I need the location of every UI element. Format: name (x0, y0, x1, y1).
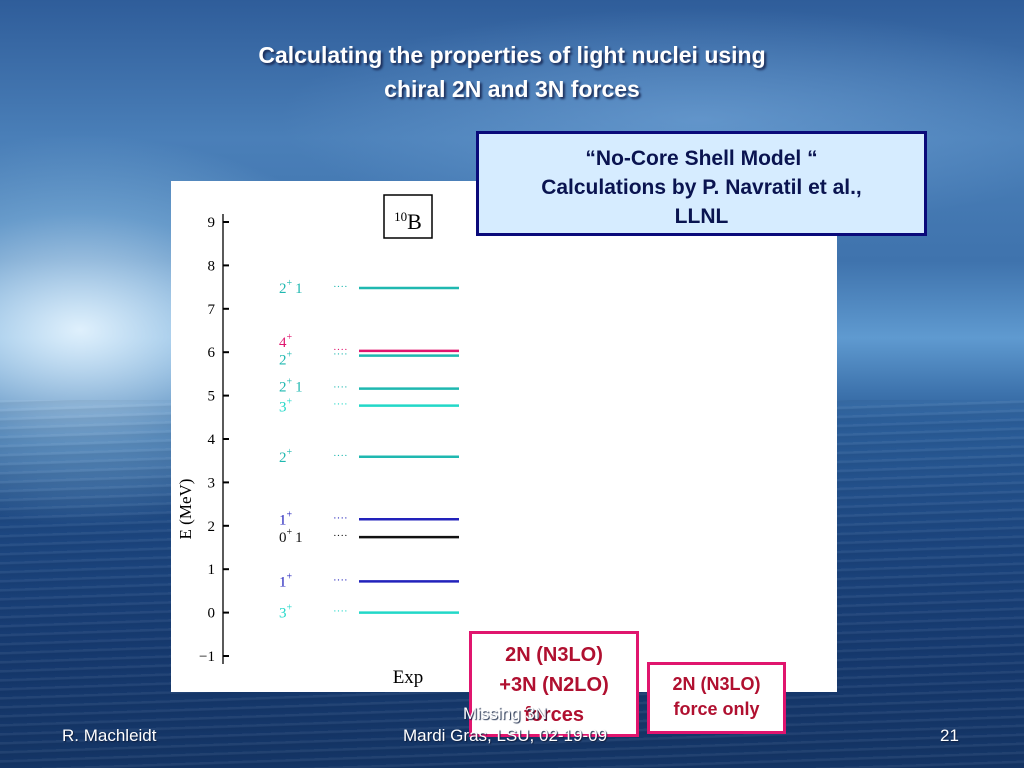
level-parity: + (287, 278, 293, 289)
level-spin: 1 (279, 512, 287, 528)
y-axis-label: E (MeV) (176, 479, 195, 540)
slide-number: 21 (940, 726, 959, 745)
box-2n-force-only: 2N (N3LO) force only (647, 662, 786, 734)
level-label: 4+ (279, 332, 293, 351)
level-spin: 4 (279, 335, 287, 351)
level-parity: + (287, 571, 293, 582)
level-dots: ···· (333, 530, 348, 542)
level-dots: ···· (333, 349, 348, 361)
level-dots: ···· (333, 382, 348, 394)
level-isospin: 1 (295, 380, 303, 396)
callout-line-3: LLNL (674, 205, 729, 228)
footer-event: Missing 3N Mardi Gras, LSU, 02-19-09 (360, 703, 650, 747)
y-tick-label: 8 (208, 258, 216, 274)
level-label: 2+ (279, 350, 293, 369)
level-spin: 1 (279, 574, 287, 590)
level-scheme-panel: 10B −1 0 1 2 3 4 5 6 7 8 9 ···· 3+ ···· 1+ ···· 0+ 1 ····… (171, 181, 837, 692)
level-dots: ···· (333, 399, 348, 411)
level-label: 3+ (279, 603, 293, 622)
callout-line-2: Calculations by P. Navratil et al., (541, 176, 862, 199)
level-dots: ···· (333, 512, 348, 524)
level-dots: ···· (333, 574, 348, 586)
y-tick-label: 4 (208, 432, 216, 448)
y-tick-label: −1 (199, 649, 215, 665)
level-parity: + (287, 332, 293, 343)
nucleus-label-box (383, 194, 433, 239)
y-tick-label: 6 (208, 345, 216, 361)
level-dots: ···· (333, 344, 348, 356)
y-tick-label: 9 (208, 215, 216, 231)
level-parity: + (287, 377, 293, 388)
level-spin: 3 (279, 606, 287, 622)
nucleus-label: 10B (394, 209, 422, 234)
level-spin: 2 (279, 281, 287, 297)
footer-author: R. Machleidt (62, 726, 157, 745)
level-parity: + (287, 350, 293, 361)
level-dots: ···· (333, 450, 348, 462)
level-spin: 0 (279, 530, 287, 546)
level-isospin: 1 (295, 281, 303, 297)
slide-title: Calculating the properties of light nucl… (100, 38, 924, 106)
box2-line-2: force only (673, 699, 760, 719)
footer-mid-line-2: Mardi Gras, LSU, 02-19-09 (402, 726, 608, 745)
level-label: 2+ (279, 447, 293, 466)
title-line-1: Calculating the properties of light nucl… (258, 42, 766, 68)
level-spin: 2 (279, 353, 287, 369)
y-tick-label: 3 (208, 475, 216, 491)
level-parity: + (287, 509, 293, 520)
box1-line-3: forces (523, 704, 585, 726)
level-label: 2+ 1 (279, 377, 303, 396)
box-2n-3n-forces: 2N (N3LO) +3N (N2LO) forces (469, 631, 639, 737)
y-tick-label: 7 (208, 302, 216, 318)
level-dots: ···· (333, 281, 348, 293)
level-label: 1+ (279, 571, 293, 590)
box2-line-1: 2N (N3LO) (672, 674, 761, 694)
box1-line-2: +3N (N2LO) (499, 674, 609, 696)
nucleus-mass-number: 10 (394, 209, 407, 224)
level-label: 1+ (279, 509, 293, 528)
level-isospin: 1 (295, 530, 303, 546)
y-tick-label: 5 (208, 389, 216, 405)
box1-line-1: 2N (N3LO) (505, 644, 603, 666)
level-dots: ···· (333, 606, 348, 618)
level-parity: + (287, 603, 293, 614)
level-spin: 3 (279, 400, 287, 416)
nucleus-symbol: B (407, 209, 422, 234)
level-label: 0+ 1 (279, 527, 303, 546)
title-line-2: chiral 2N and 3N forces (384, 76, 640, 102)
level-spin: 2 (279, 450, 287, 466)
y-tick-label: 0 (208, 606, 216, 622)
level-spin: 2 (279, 380, 287, 396)
level-label: 2+ 1 (279, 278, 303, 297)
y-tick-label: 1 (208, 562, 216, 578)
level-parity: + (287, 397, 293, 408)
y-tick-label: 2 (208, 519, 216, 535)
level-label: 3+ (279, 397, 293, 416)
callout-line-1: “No-Core Shell Model “ (585, 147, 818, 170)
footer-mid-line-1: Missing 3N (462, 704, 548, 723)
level-parity: + (287, 447, 293, 458)
ncsm-callout: “No-Core Shell Model “ Calculations by P… (476, 131, 927, 236)
level-parity: + (287, 527, 293, 538)
x-axis-label: Exp (393, 667, 424, 688)
